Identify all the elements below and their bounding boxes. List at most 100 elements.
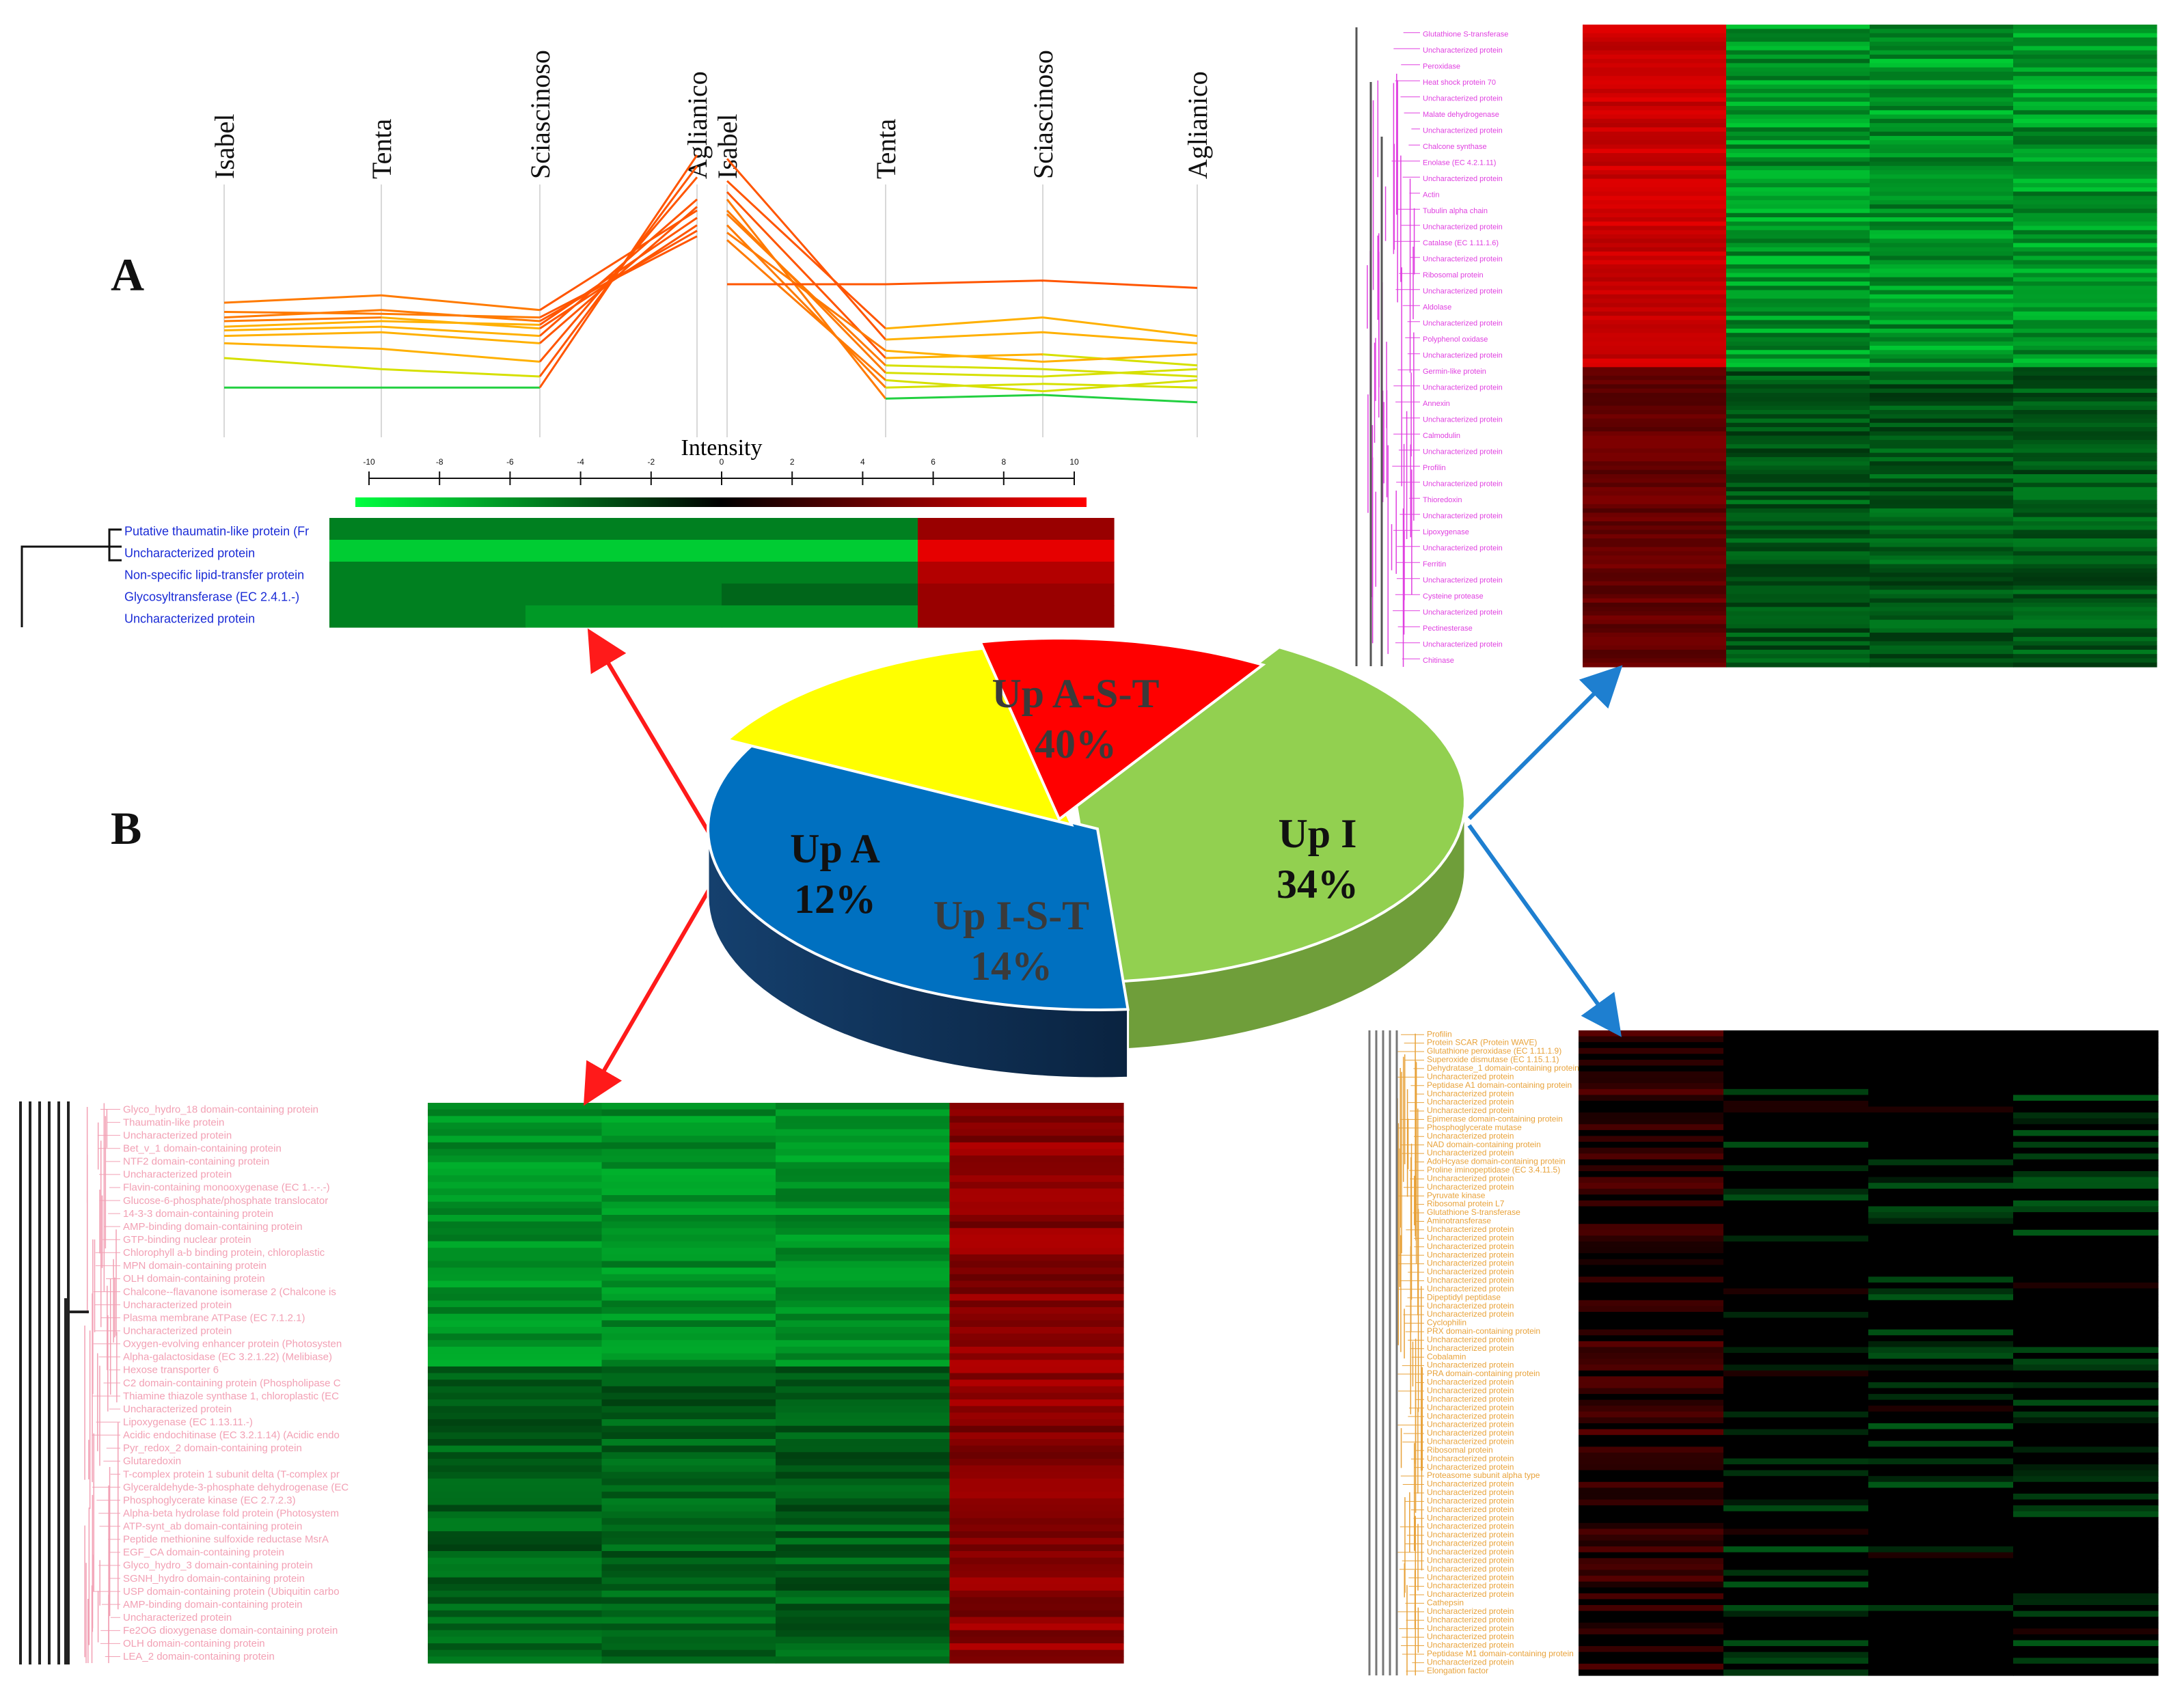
heatmap-cell: [949, 1241, 1124, 1248]
heatmap-cell: [1723, 1558, 1869, 1565]
profile-line-p10: [223, 331, 382, 338]
heatmap-cell: [1726, 200, 1870, 205]
heatmap-cell: [1868, 1481, 2014, 1488]
profile-line-p9: [381, 309, 541, 323]
heatmap-cell: [1723, 1259, 1869, 1265]
heatmap-cell: [776, 1267, 951, 1275]
protein-label: Uncharacterized protein: [1427, 1267, 1514, 1276]
heatmap-cell: [2013, 178, 2157, 184]
heatmap-cell: [1870, 478, 2014, 484]
protein-label: Uncharacterized protein: [1427, 1420, 1514, 1429]
heatmap-cell: [949, 1406, 1124, 1414]
heatmap-cell: [1723, 1306, 1869, 1313]
protein-label: Uncharacterized protein: [1423, 384, 1503, 392]
heatmap-cell: [601, 1181, 776, 1190]
heatmap-cell: [1583, 568, 1727, 573]
profile-line-q6: [1042, 353, 1198, 363]
heatmap-cell: [2013, 380, 2157, 385]
heatmap-cell: [1868, 1112, 2014, 1119]
heatmap-cell: [2013, 538, 2157, 543]
heatmap-cell: [1726, 392, 1870, 398]
heatmap-cell: [428, 1346, 603, 1354]
heatmap-cell: [1870, 46, 2014, 51]
heatmap-cell: [949, 1432, 1124, 1440]
heatmap-cell: [1868, 1036, 2014, 1043]
heatmap-cell: [1583, 486, 1727, 492]
heatmap-cell: [1579, 1440, 1724, 1447]
heatmap-cell: [1723, 1188, 1869, 1195]
heatmap-cell: [2013, 1388, 2159, 1395]
protein-label: Uncharacterized protein: [1427, 1555, 1514, 1565]
heatmap-cell: [1579, 1324, 1724, 1330]
protein-label: Cyclophilin: [1427, 1318, 1466, 1328]
heatmap-cell: [1726, 517, 1870, 522]
pie-label-percent: 40%: [1035, 722, 1117, 767]
heatmap-cell: [776, 1498, 951, 1506]
heatmap-cell: [1726, 435, 1870, 441]
heatmap-cell: [329, 562, 526, 584]
heatmap-cell: [2013, 1206, 2159, 1213]
cultivar-label: Aglianico: [1182, 71, 1213, 179]
heatmap-cell: [1868, 1276, 2014, 1283]
heatmap-cell: [1868, 1646, 2014, 1653]
heatmap-cell: [2013, 474, 2157, 479]
heatmap-cell: [1579, 1353, 1724, 1360]
heatmap-cell: [1868, 1129, 2014, 1137]
heatmap-cell: [1583, 251, 1727, 256]
heatmap-cell: [1583, 521, 1727, 526]
heatmap-cell: [2013, 294, 2157, 299]
scale-tick-label: -6: [506, 457, 514, 467]
protein-label: Peptide methionine sulfoxide reductase M…: [123, 1534, 329, 1546]
heatmap-cell: [2013, 573, 2157, 577]
heatmap-cell: [1868, 1505, 2014, 1512]
heatmap-cell: [1726, 525, 1870, 531]
heatmap-cell: [722, 540, 918, 562]
heatmap-cell: [1870, 234, 2014, 239]
protein-label: Dehydratase_1 domain-containing protein: [1427, 1063, 1579, 1073]
heatmap-cell: [1870, 388, 2014, 394]
heatmap-cell: [1726, 67, 1870, 72]
heatmap-cell: [1726, 97, 1870, 102]
heatmap-cell: [428, 1103, 603, 1110]
heatmap-cell: [2013, 1365, 2159, 1371]
heatmap-cell: [776, 1360, 951, 1367]
heatmap-cell: [1870, 624, 2014, 629]
protein-label: Uncharacterized protein: [123, 1129, 232, 1141]
heatmap-cell: [1870, 33, 2014, 38]
protein-label: Uncharacterized protein: [1423, 175, 1503, 183]
heatmap-cell: [1583, 448, 1727, 454]
heatmap-cell: [1579, 1306, 1724, 1313]
heatmap-cell: [1579, 1617, 1724, 1623]
heatmap-cell: [2013, 1129, 2159, 1137]
heatmap-cell: [1870, 564, 2014, 569]
heatmap-cell: [1583, 84, 1727, 90]
heatmap-cell: [1726, 422, 1870, 428]
heatmap-cell: [722, 562, 918, 584]
heatmap-cell: [949, 1340, 1124, 1347]
protein-label: Germin-like protein: [1423, 368, 1486, 376]
heatmap-cell: [1870, 384, 2014, 389]
heatmap-cell: [1870, 84, 2014, 90]
heatmap-cell: [2013, 1036, 2159, 1043]
protein-label: Ribosomal protein: [1427, 1445, 1493, 1455]
heatmap-cell: [1868, 1188, 2014, 1195]
heatmap-cell: [601, 1656, 776, 1664]
cultivar-label: Isabel: [209, 113, 240, 179]
heatmap-cell: [1870, 59, 2014, 64]
heatmap-cell: [949, 1254, 1124, 1262]
protein-label: Uncharacterized protein: [123, 1325, 232, 1336]
protein-label: Glutathione S-transferase: [1427, 1207, 1520, 1217]
protein-label: C2 domain-containing protein (Phospholip…: [123, 1377, 341, 1389]
heatmap-cell: [2013, 234, 2157, 239]
protein-label: EGF_CA domain-containing protein: [123, 1547, 284, 1559]
heatmap-cell: [428, 1208, 603, 1216]
heatmap-cell: [949, 1333, 1124, 1341]
heatmap-cell: [2013, 585, 2157, 590]
heatmap-cell: [1726, 427, 1870, 432]
heatmap-cell: [1870, 29, 2014, 34]
heatmap-cell: [1870, 465, 2014, 471]
heatmap-cell: [1583, 282, 1727, 286]
protein-label: Annexin: [1423, 400, 1450, 408]
heatmap-cell: [1723, 1658, 1869, 1664]
